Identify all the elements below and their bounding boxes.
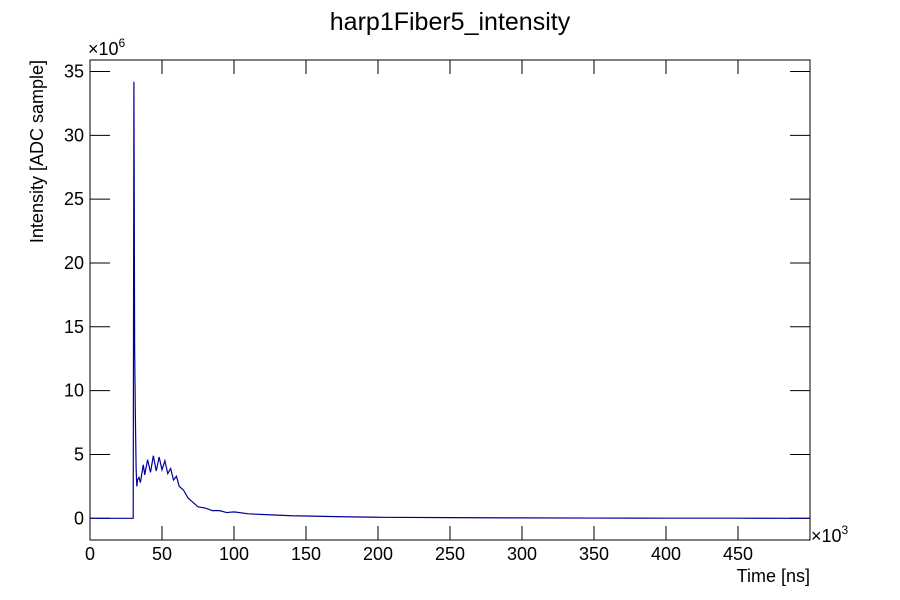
x-tick-label: 200 <box>363 544 393 564</box>
y-multiplier: ×106 <box>88 36 126 59</box>
multiplier-base: ×10 <box>88 39 119 59</box>
x-tick-label: 300 <box>507 544 537 564</box>
y-tick-label: 25 <box>64 189 84 209</box>
y-tick-label: 15 <box>64 317 84 337</box>
y-tick-label: 20 <box>64 253 84 273</box>
multiplier-exponent: 3 <box>842 523 849 537</box>
data-line <box>90 81 811 519</box>
y-tick-label: 5 <box>74 444 84 464</box>
x-tick-label: 150 <box>291 544 321 564</box>
plot-frame <box>89 59 811 541</box>
x-multiplier: ×103 <box>811 523 849 546</box>
y-tick-label: 10 <box>64 381 84 401</box>
multiplier-base: ×10 <box>811 526 842 546</box>
y-tick-label: 35 <box>64 61 84 81</box>
y-axis-label: Intensity [ADC sample] <box>27 60 47 243</box>
x-tick-label: 0 <box>85 544 95 564</box>
x-tick-label: 450 <box>723 544 753 564</box>
y-tick-label: 0 <box>74 508 84 528</box>
chart-title: harp1Fiber5_intensity <box>330 8 571 36</box>
x-tick-label: 400 <box>651 544 681 564</box>
x-tick-label: 250 <box>435 544 465 564</box>
x-axis-label: Time [ns] <box>737 566 810 586</box>
multiplier-exponent: 6 <box>119 36 126 50</box>
x-tick-label: 350 <box>579 544 609 564</box>
x-tick-label: 100 <box>219 544 249 564</box>
x-tick-label: 50 <box>152 544 172 564</box>
y-tick-label: 30 <box>64 125 84 145</box>
